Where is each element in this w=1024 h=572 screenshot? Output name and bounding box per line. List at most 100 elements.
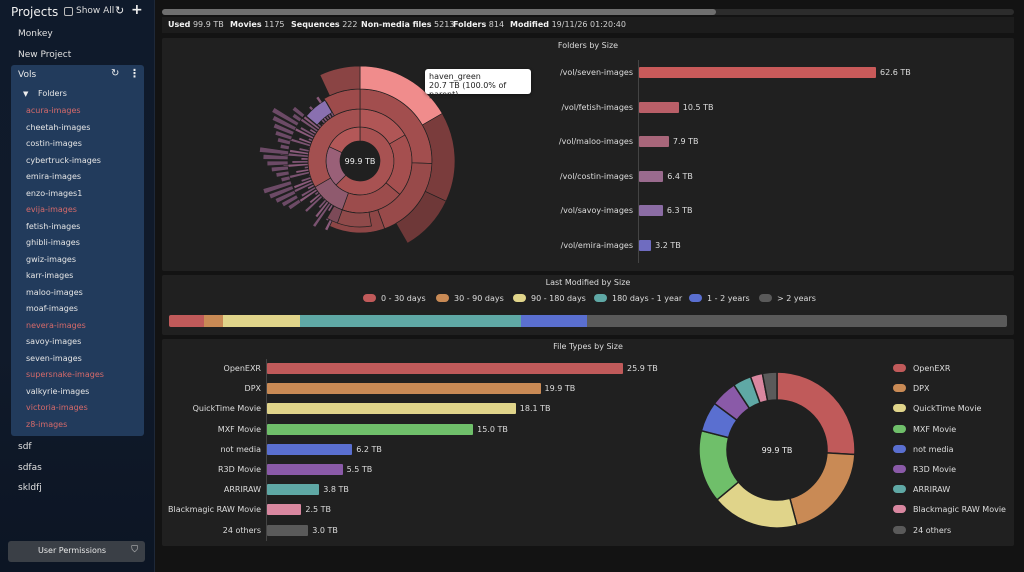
- folder-bar[interactable]: [639, 67, 876, 78]
- sunburst-ray[interactable]: [320, 122, 324, 127]
- show-all-label[interactable]: Show All: [76, 6, 115, 16]
- file-type-bar[interactable]: [267, 363, 623, 374]
- refresh-icon[interactable]: ↻: [115, 4, 125, 17]
- last-modified-segment[interactable]: [204, 315, 223, 327]
- folder-item[interactable]: acura-images: [26, 106, 81, 115]
- file-type-bar[interactable]: [267, 423, 474, 435]
- file-type-bar[interactable]: [267, 403, 516, 415]
- sunburst-ray[interactable]: [299, 126, 316, 138]
- file-type-legend-item[interactable]: 24 others: [893, 525, 951, 535]
- file-types-donut-chart[interactable]: 99.9 TB: [697, 370, 857, 530]
- donut-slice[interactable]: [776, 371, 856, 456]
- sunburst-ray[interactable]: [308, 128, 318, 135]
- folder-item[interactable]: cheetah-images: [26, 122, 91, 132]
- last-modified-legend-item[interactable]: 0 - 30 days: [363, 294, 426, 303]
- sunburst-ray[interactable]: [313, 190, 320, 196]
- sunburst-ray[interactable]: [312, 202, 332, 228]
- folder-item[interactable]: karr-images: [26, 271, 74, 280]
- sunburst-segment[interactable]: [305, 99, 333, 126]
- sunburst-ray[interactable]: [259, 146, 290, 156]
- project-item-sdfas[interactable]: sdfas: [18, 463, 42, 473]
- project-item-new-project[interactable]: New Project: [18, 50, 72, 60]
- last-modified-legend-item[interactable]: 90 - 180 days: [513, 294, 586, 303]
- folders-expand-icon[interactable]: ▼: [23, 90, 29, 98]
- folder-item[interactable]: seven-images: [26, 353, 82, 363]
- last-modified-stacked-bar[interactable]: [169, 315, 1007, 327]
- folder-bar[interactable]: [639, 205, 663, 216]
- folder-bar[interactable]: [639, 170, 664, 182]
- sunburst-ray[interactable]: [270, 165, 289, 173]
- file-type-bar[interactable]: [267, 524, 309, 536]
- last-modified-segment[interactable]: [587, 315, 1007, 327]
- sunburst-ray[interactable]: [280, 175, 291, 183]
- sunburst-ray[interactable]: [300, 186, 317, 198]
- file-type-legend-item[interactable]: not media: [893, 444, 954, 454]
- sunburst-ray[interactable]: [308, 192, 322, 205]
- folder-item[interactable]: enzo-images1: [26, 188, 83, 198]
- sunburst-ray[interactable]: [314, 200, 330, 219]
- sunburst-ray[interactable]: [289, 149, 310, 156]
- last-modified-segment[interactable]: [520, 315, 588, 327]
- file-type-legend-item[interactable]: ARRIRAW: [893, 485, 950, 494]
- folder-bar[interactable]: [639, 239, 652, 251]
- sunburst-ray[interactable]: [295, 168, 310, 174]
- sunburst-ray[interactable]: [276, 137, 292, 146]
- file-type-legend-item[interactable]: MXF Movie: [893, 424, 956, 434]
- sunburst-ray[interactable]: [274, 130, 293, 141]
- file-type-bar[interactable]: [267, 464, 343, 475]
- folder-bar[interactable]: [639, 101, 679, 113]
- file-type-legend-item[interactable]: DPX: [893, 384, 929, 393]
- sunburst-ray[interactable]: [300, 176, 312, 183]
- sunburst-segment[interactable]: [319, 65, 361, 97]
- file-type-bar[interactable]: [267, 484, 320, 496]
- last-modified-segment[interactable]: [169, 315, 205, 327]
- sunburst-ray[interactable]: [306, 183, 315, 191]
- project-item-sdf[interactable]: sdf: [18, 442, 32, 452]
- sunburst-ray[interactable]: [271, 106, 300, 127]
- sunburst-ray[interactable]: [300, 157, 309, 161]
- last-modified-legend-item[interactable]: 180 days - 1 year: [594, 294, 682, 303]
- sunburst-ray[interactable]: [307, 146, 311, 150]
- sunburst-ray[interactable]: [279, 143, 290, 151]
- sunburst-segment[interactable]: [395, 190, 447, 244]
- folder-item[interactable]: supersnake-images: [26, 370, 104, 379]
- folder-item[interactable]: fetish-images: [26, 221, 81, 231]
- sunburst-ray[interactable]: [327, 203, 334, 213]
- sunburst-ray[interactable]: [275, 170, 290, 178]
- folder-item[interactable]: gwiz-images: [26, 254, 77, 264]
- sunburst-segment[interactable]: [336, 209, 372, 228]
- sunburst-ray[interactable]: [321, 197, 326, 201]
- show-all-checkbox[interactable]: [64, 7, 73, 16]
- folder-item[interactable]: victoria-images: [26, 403, 88, 412]
- folder-bar[interactable]: [639, 136, 669, 147]
- sunburst-segment[interactable]: [326, 205, 343, 224]
- sunburst-ray[interactable]: [307, 137, 314, 142]
- sunburst-ray[interactable]: [272, 122, 295, 136]
- folder-item[interactable]: costin-images: [26, 139, 82, 148]
- sunburst-ray[interactable]: [291, 105, 306, 119]
- project-item-skldfj[interactable]: skldfj: [18, 483, 42, 493]
- folder-item[interactable]: nevera-images: [26, 320, 86, 330]
- last-modified-legend-item[interactable]: 30 - 90 days: [436, 294, 504, 303]
- last-modified-segment[interactable]: [299, 315, 521, 327]
- sunburst-ray[interactable]: [262, 180, 293, 195]
- sunburst-ray[interactable]: [293, 178, 313, 190]
- donut-slice[interactable]: [788, 452, 856, 527]
- sunburst-ray[interactable]: [266, 160, 289, 167]
- folder-item[interactable]: maloo-images: [26, 287, 83, 297]
- folder-item[interactable]: valkyrie-images: [26, 386, 90, 396]
- sunburst-ray[interactable]: [298, 136, 313, 145]
- folders-label[interactable]: Folders: [38, 89, 67, 98]
- sunburst-ray[interactable]: [308, 173, 311, 177]
- file-type-legend-item[interactable]: OpenEXR: [893, 364, 950, 373]
- file-type-legend-item[interactable]: QuickTime Movie: [893, 404, 981, 413]
- sunburst-ray[interactable]: [271, 114, 297, 132]
- file-type-bar[interactable]: [267, 504, 302, 516]
- project-item-vols[interactable]: Vols: [18, 70, 37, 80]
- folder-item[interactable]: evija-images: [26, 205, 77, 214]
- user-permissions-button[interactable]: User Permissions ⛉: [8, 541, 145, 562]
- sunburst-ray[interactable]: [303, 165, 309, 170]
- sunburst-ray[interactable]: [280, 194, 299, 208]
- project-item-monkey[interactable]: Monkey: [18, 29, 53, 39]
- add-project-icon[interactable]: +: [131, 2, 143, 18]
